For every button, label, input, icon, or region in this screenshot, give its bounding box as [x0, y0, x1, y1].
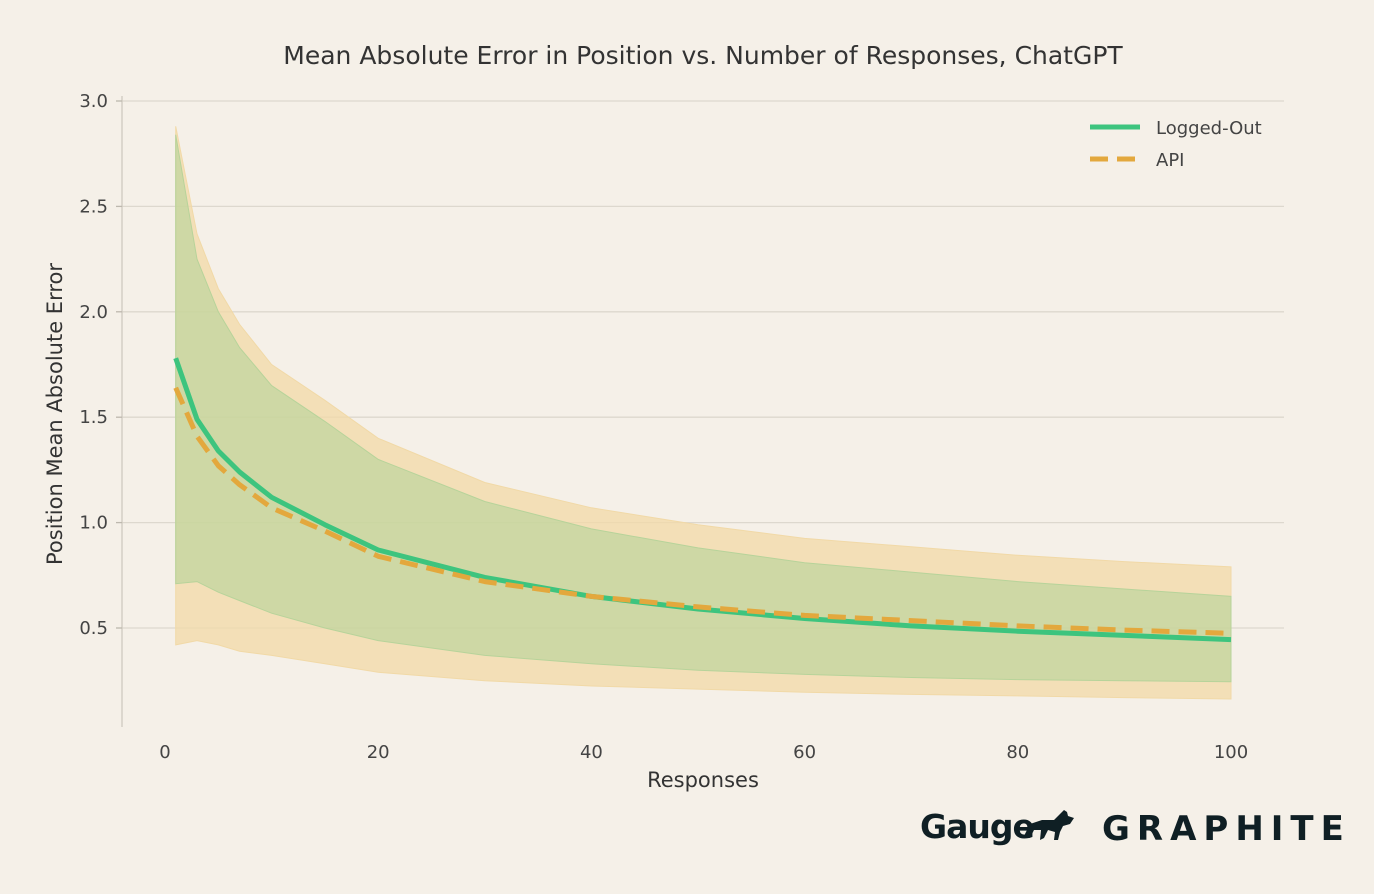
- x-axis-label: Responses: [647, 768, 759, 792]
- legend-label-logged-out: Logged-Out: [1156, 118, 1262, 139]
- x-tick-label: 100: [1214, 742, 1248, 763]
- confidence-bands: [175, 126, 1232, 700]
- gauge-logo: Gauge: [920, 807, 1074, 846]
- y-tick-label: 1.5: [79, 407, 108, 428]
- y-tick-label: 1.0: [79, 513, 108, 534]
- y-tick-label: 3.0: [79, 91, 108, 112]
- dog-icon: [1024, 810, 1074, 840]
- series-line-logged-out: [173, 357, 1232, 643]
- band-logged-out: [175, 134, 1232, 683]
- chart-title: Mean Absolute Error in Position vs. Numb…: [283, 41, 1123, 70]
- graphite-logo: GRAPHITE: [1102, 809, 1351, 849]
- legend: Logged-Out API: [1090, 118, 1262, 171]
- y-tick-label: 2.5: [79, 196, 108, 217]
- y-ticks: 0.5 1.0 1.5 2.0 2.5 3.0: [79, 91, 122, 639]
- x-tick-label: 60: [793, 742, 816, 763]
- y-axis-label: Position Mean Absolute Error: [43, 263, 67, 565]
- x-ticks: 0 20 40 60 80 100: [159, 742, 1248, 763]
- x-tick-label: 40: [580, 742, 603, 763]
- series-lines: [173, 357, 1232, 643]
- x-tick-label: 0: [159, 742, 170, 763]
- y-tick-label: 2.0: [79, 302, 108, 323]
- y-tick-label: 0.5: [79, 618, 108, 639]
- series-line-api: [173, 386, 1232, 636]
- gauge-wordmark: Gauge: [920, 807, 1034, 846]
- x-tick-label: 20: [367, 742, 390, 763]
- x-tick-label: 80: [1006, 742, 1029, 763]
- legend-label-api: API: [1156, 150, 1184, 171]
